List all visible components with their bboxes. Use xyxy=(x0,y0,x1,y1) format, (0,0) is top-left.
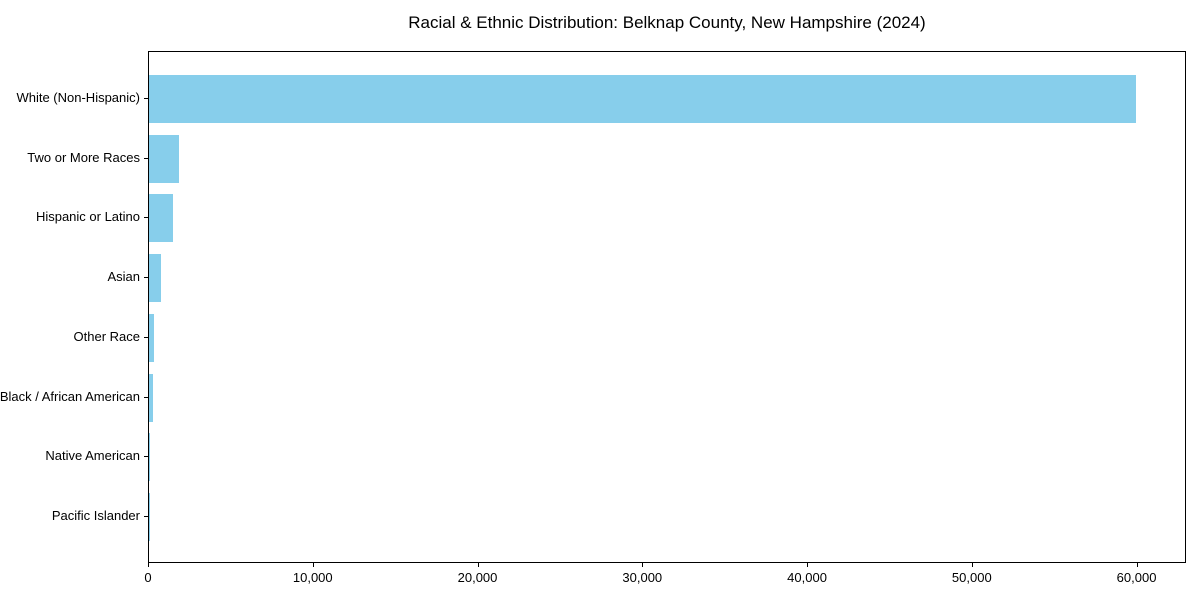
y-axis-label: Pacific Islander xyxy=(51,507,140,523)
x-tick-mark xyxy=(1136,563,1138,567)
x-tick-label: 30,000 xyxy=(622,570,663,585)
y-tick-mark xyxy=(144,157,148,159)
chart-title: Racial & Ethnic Distribution: Belknap Co… xyxy=(408,13,926,32)
y-axis-label: Black / African American xyxy=(0,388,140,404)
y-tick-mark xyxy=(144,456,148,458)
x-tick-label: 10,000 xyxy=(292,570,333,585)
x-tick-label: 50,000 xyxy=(951,570,992,585)
y-tick-mark xyxy=(144,217,148,219)
y-tick-mark xyxy=(144,277,148,279)
y-tick-mark xyxy=(144,515,148,517)
y-axis-label: Other Race xyxy=(73,328,140,344)
y-tick-mark xyxy=(144,98,148,100)
y-axis-label: White (Non-Hispanic) xyxy=(16,90,140,106)
bar xyxy=(149,254,161,303)
x-tick-label: 0 xyxy=(144,570,152,585)
x-tick-label: 40,000 xyxy=(787,570,827,585)
x-tick-mark xyxy=(642,563,644,567)
bar xyxy=(149,134,179,183)
bar xyxy=(149,373,154,422)
bar xyxy=(149,194,173,243)
y-axis-label: Native American xyxy=(45,448,140,464)
y-axis-label: Hispanic or Latino xyxy=(35,209,140,225)
x-tick-label: 60,000 xyxy=(1116,570,1157,585)
y-axis-label: Asian xyxy=(107,269,140,285)
bar xyxy=(149,75,1136,124)
x-tick-mark xyxy=(312,563,314,567)
x-tick-label: 20,000 xyxy=(457,570,498,585)
x-tick-mark xyxy=(807,563,809,567)
x-tick-mark xyxy=(477,563,479,567)
y-tick-mark xyxy=(144,336,148,338)
bar xyxy=(149,313,155,362)
plot-area xyxy=(148,51,1186,563)
y-axis-label: Two or More Races xyxy=(27,149,140,165)
x-tick-mark xyxy=(148,563,149,567)
y-tick-mark xyxy=(144,396,148,398)
x-tick-mark xyxy=(971,563,973,567)
